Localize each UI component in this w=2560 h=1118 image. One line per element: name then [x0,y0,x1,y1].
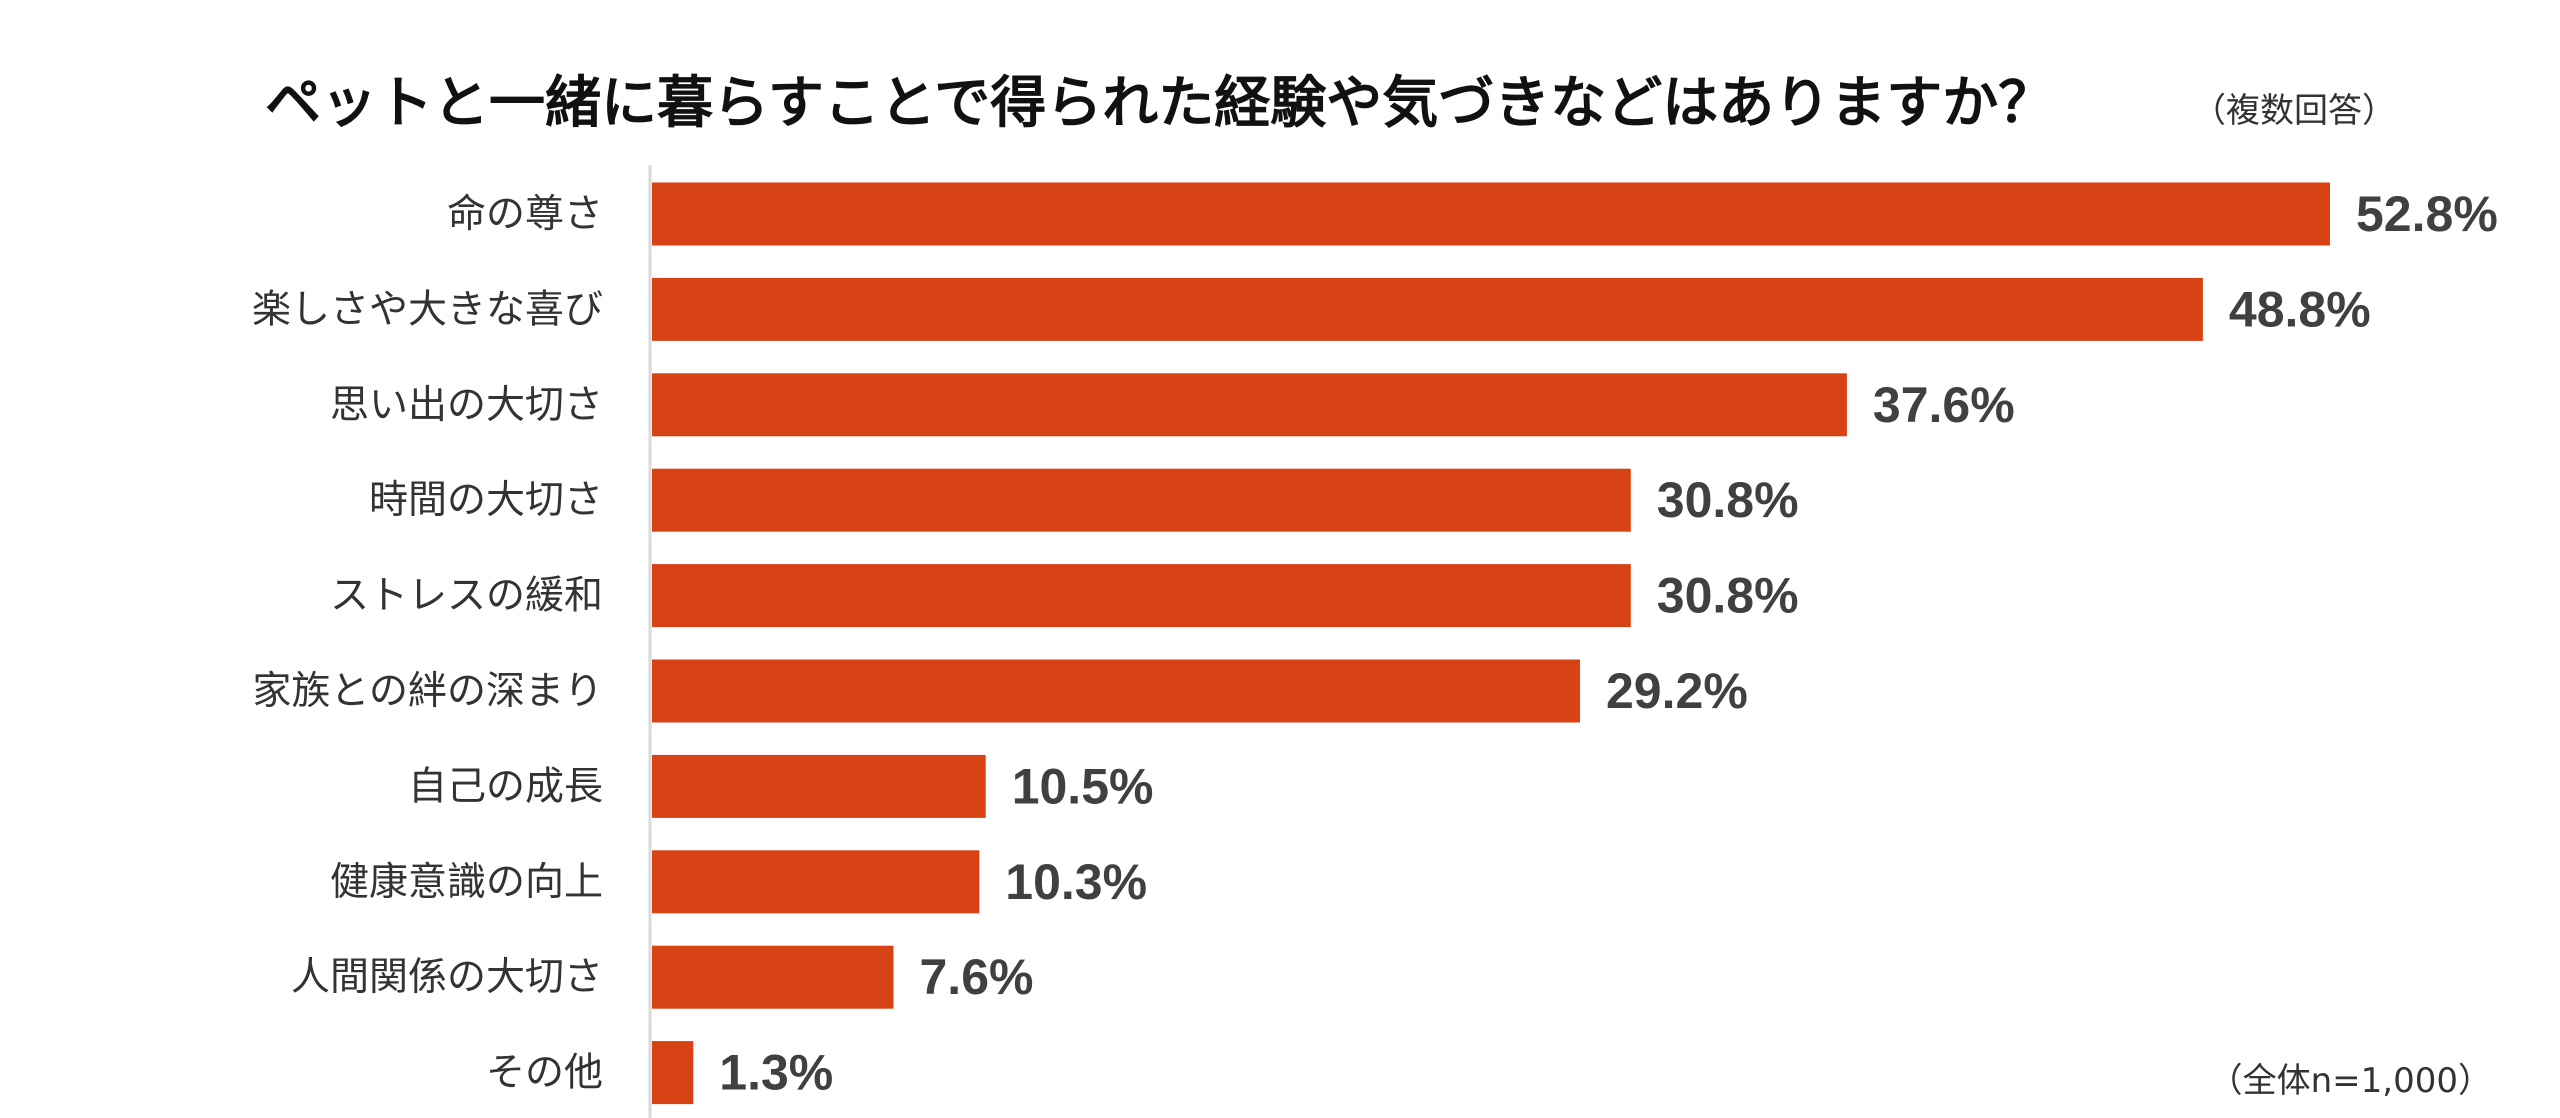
bar [652,659,1580,723]
category-label: 家族との絆の深まり [252,669,603,714]
category-label: 自己の成長 [408,764,603,809]
bars-group: 命の尊さ 52.8% 楽しさや大きな喜び 48.8% 思い出の大切さ 37.6% 時間の大切… [252,182,2498,1105]
sample-size-note: （全体n=1,000） [2209,1061,2492,1101]
category-label: その他 [486,1051,603,1096]
chart-subtitle: （複数回答） [2192,91,2396,131]
category-label: 人間関係の大切さ [291,955,603,1000]
value-label: 10.5% [1012,758,1154,814]
value-label: 7.6% [920,949,1034,1005]
bar [652,564,1631,628]
value-label: 30.8% [1657,472,1799,528]
bar [652,182,2330,246]
value-label: 1.3% [719,1045,833,1101]
category-label: 時間の大切さ [369,478,603,523]
category-label: 思い出の大切さ [330,383,603,428]
value-label: 52.8% [2356,186,2498,242]
bar [652,468,1631,532]
category-label: 楽しさや大きな喜び [252,287,603,332]
bar [652,373,1847,437]
value-label: 37.6% [1873,377,2015,433]
value-label: 10.3% [1005,854,1147,910]
bar [652,754,986,818]
value-label: 30.8% [1657,568,1799,624]
category-label: 命の尊さ [447,192,603,237]
category-label: ストレスの緩和 [330,574,603,619]
bar [652,277,2203,341]
bar [652,1041,694,1105]
chart-title: ペットと一緒に暮らすことで得られた経験や気づきなどはありますか？ [265,71,2054,136]
value-label: 29.2% [1606,663,1748,719]
bar [652,945,894,1009]
bar [652,850,980,914]
category-label: 健康意識の向上 [330,860,603,905]
value-label: 48.8% [2229,281,2371,337]
